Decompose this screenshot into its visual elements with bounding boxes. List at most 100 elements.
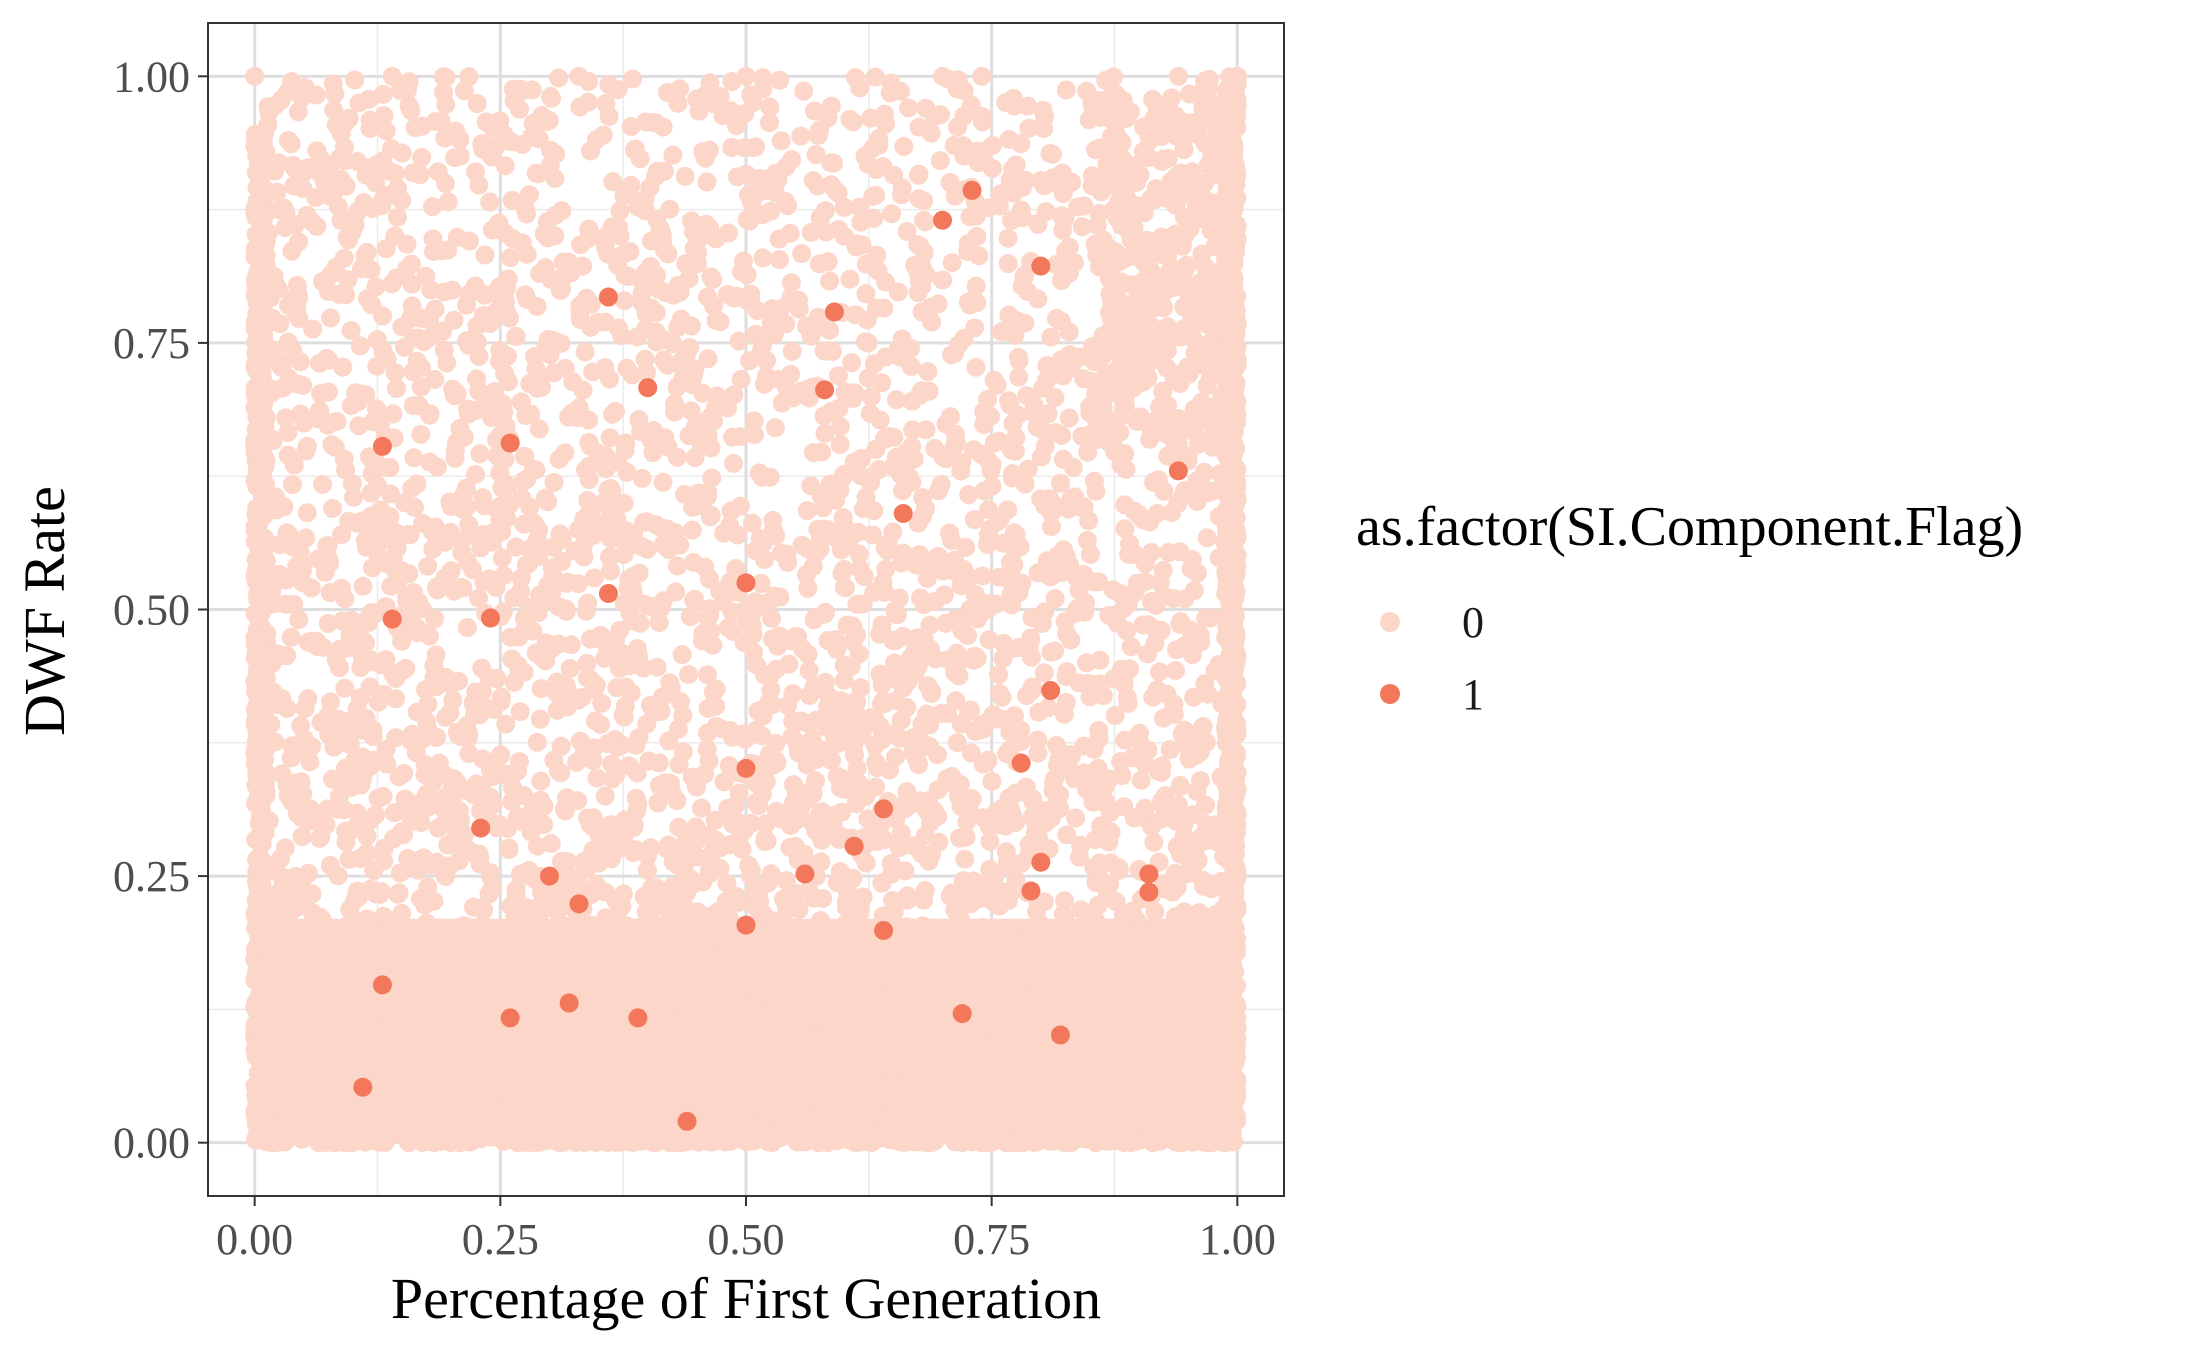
series-0-point: [959, 485, 978, 504]
series-0-point: [499, 840, 518, 859]
series-0-point: [348, 152, 367, 171]
series-0-point: [368, 454, 387, 473]
series-0-point: [766, 418, 785, 437]
series-0-point: [864, 1094, 883, 1113]
series-0-point: [1057, 81, 1076, 100]
series-0-point: [755, 375, 774, 394]
series-0-point: [899, 98, 918, 117]
series-0-point: [601, 561, 620, 580]
series-0-point: [859, 369, 878, 388]
series-0-point: [324, 74, 343, 93]
series-0-point: [1115, 1003, 1134, 1022]
series-0-point: [730, 332, 749, 351]
series-0-point: [1183, 997, 1202, 1016]
series-0-point: [954, 560, 973, 579]
series-0-point: [359, 90, 378, 109]
series-0-point: [411, 889, 430, 908]
series-0-point: [1196, 609, 1215, 628]
series-0-point: [457, 479, 476, 498]
series-0-point: [751, 1117, 770, 1136]
series-0-point: [982, 772, 1001, 791]
series-0-point: [1182, 1065, 1201, 1084]
series-0-point: [841, 972, 860, 991]
series-0-point: [668, 318, 687, 337]
series-0-point: [293, 976, 312, 995]
series-0-point: [571, 732, 590, 751]
series-0-point: [627, 789, 646, 808]
series-0-point: [365, 1129, 384, 1148]
series-0-point: [909, 261, 928, 280]
series-0-point: [583, 362, 602, 381]
series-0-point: [668, 557, 687, 576]
series-0-point: [436, 533, 455, 552]
series-0-point: [687, 89, 706, 108]
series-0-point: [542, 834, 561, 853]
series-0-point: [775, 919, 794, 938]
series-0-point: [331, 1090, 350, 1109]
series-0-point: [890, 728, 909, 747]
series-0-point: [458, 618, 477, 637]
series-0-point: [428, 580, 447, 599]
series-0-point: [473, 749, 492, 768]
series-0-point: [1142, 592, 1161, 611]
series-0-point: [519, 1100, 538, 1119]
series-0-point: [799, 540, 818, 559]
series-0-point: [374, 907, 393, 926]
series-0-point: [683, 498, 702, 517]
series-0-point: [1195, 72, 1214, 91]
series-0-point: [710, 859, 729, 878]
series-0-point: [888, 341, 907, 360]
series-0-point: [938, 954, 957, 973]
series-0-point: [993, 649, 1012, 668]
series-0-point: [850, 78, 869, 97]
series-0-point: [1142, 817, 1161, 836]
series-0-point: [639, 751, 658, 770]
series-0-point: [648, 793, 667, 812]
series-0-point: [319, 614, 338, 633]
series-0-point: [1020, 835, 1039, 854]
series-0-point: [640, 597, 659, 616]
series-0-point: [514, 515, 533, 534]
series-0-point: [1066, 809, 1085, 828]
series-0-point: [990, 197, 1009, 216]
series-0-point: [935, 585, 954, 604]
series-0-point: [1025, 1010, 1044, 1029]
series-0-point: [428, 457, 447, 476]
series-0-point: [749, 1071, 768, 1090]
series-0-point: [830, 769, 849, 788]
series-0-point: [516, 200, 535, 219]
series-0-point: [1188, 564, 1207, 583]
series-0-point: [872, 1125, 891, 1144]
series-0-point: [641, 696, 660, 715]
series-0-point: [387, 379, 406, 398]
series-0-point: [1072, 600, 1091, 619]
series-0-point: [741, 288, 760, 307]
series-0-point: [976, 965, 995, 984]
series-0-point: [438, 835, 457, 854]
series-0-point: [936, 1125, 955, 1144]
series-0-point: [399, 1133, 418, 1152]
series-0-point: [820, 272, 839, 291]
series-0-point: [698, 1079, 717, 1098]
series-0-point: [1154, 709, 1173, 728]
series-0-point: [1056, 242, 1075, 261]
series-0-point: [643, 443, 662, 462]
series-0-point: [660, 673, 679, 692]
series-0-point: [843, 1090, 862, 1109]
series-0-point: [983, 709, 1002, 728]
series-0-point: [811, 996, 830, 1015]
series-0-point: [313, 957, 332, 976]
series-0-point: [693, 1005, 712, 1024]
series-0-point: [309, 1009, 328, 1028]
series-0-point: [319, 706, 338, 725]
series-0-point: [1191, 771, 1210, 790]
series-0-point: [404, 163, 423, 182]
series-0-point: [765, 587, 784, 606]
series-0-point: [483, 220, 502, 239]
series-0-point: [404, 583, 423, 602]
series-0-point: [1009, 348, 1028, 367]
series-0-point: [816, 424, 835, 443]
series-0-point: [758, 832, 777, 851]
series-0-point: [594, 126, 613, 145]
series-0-point: [1000, 130, 1019, 149]
